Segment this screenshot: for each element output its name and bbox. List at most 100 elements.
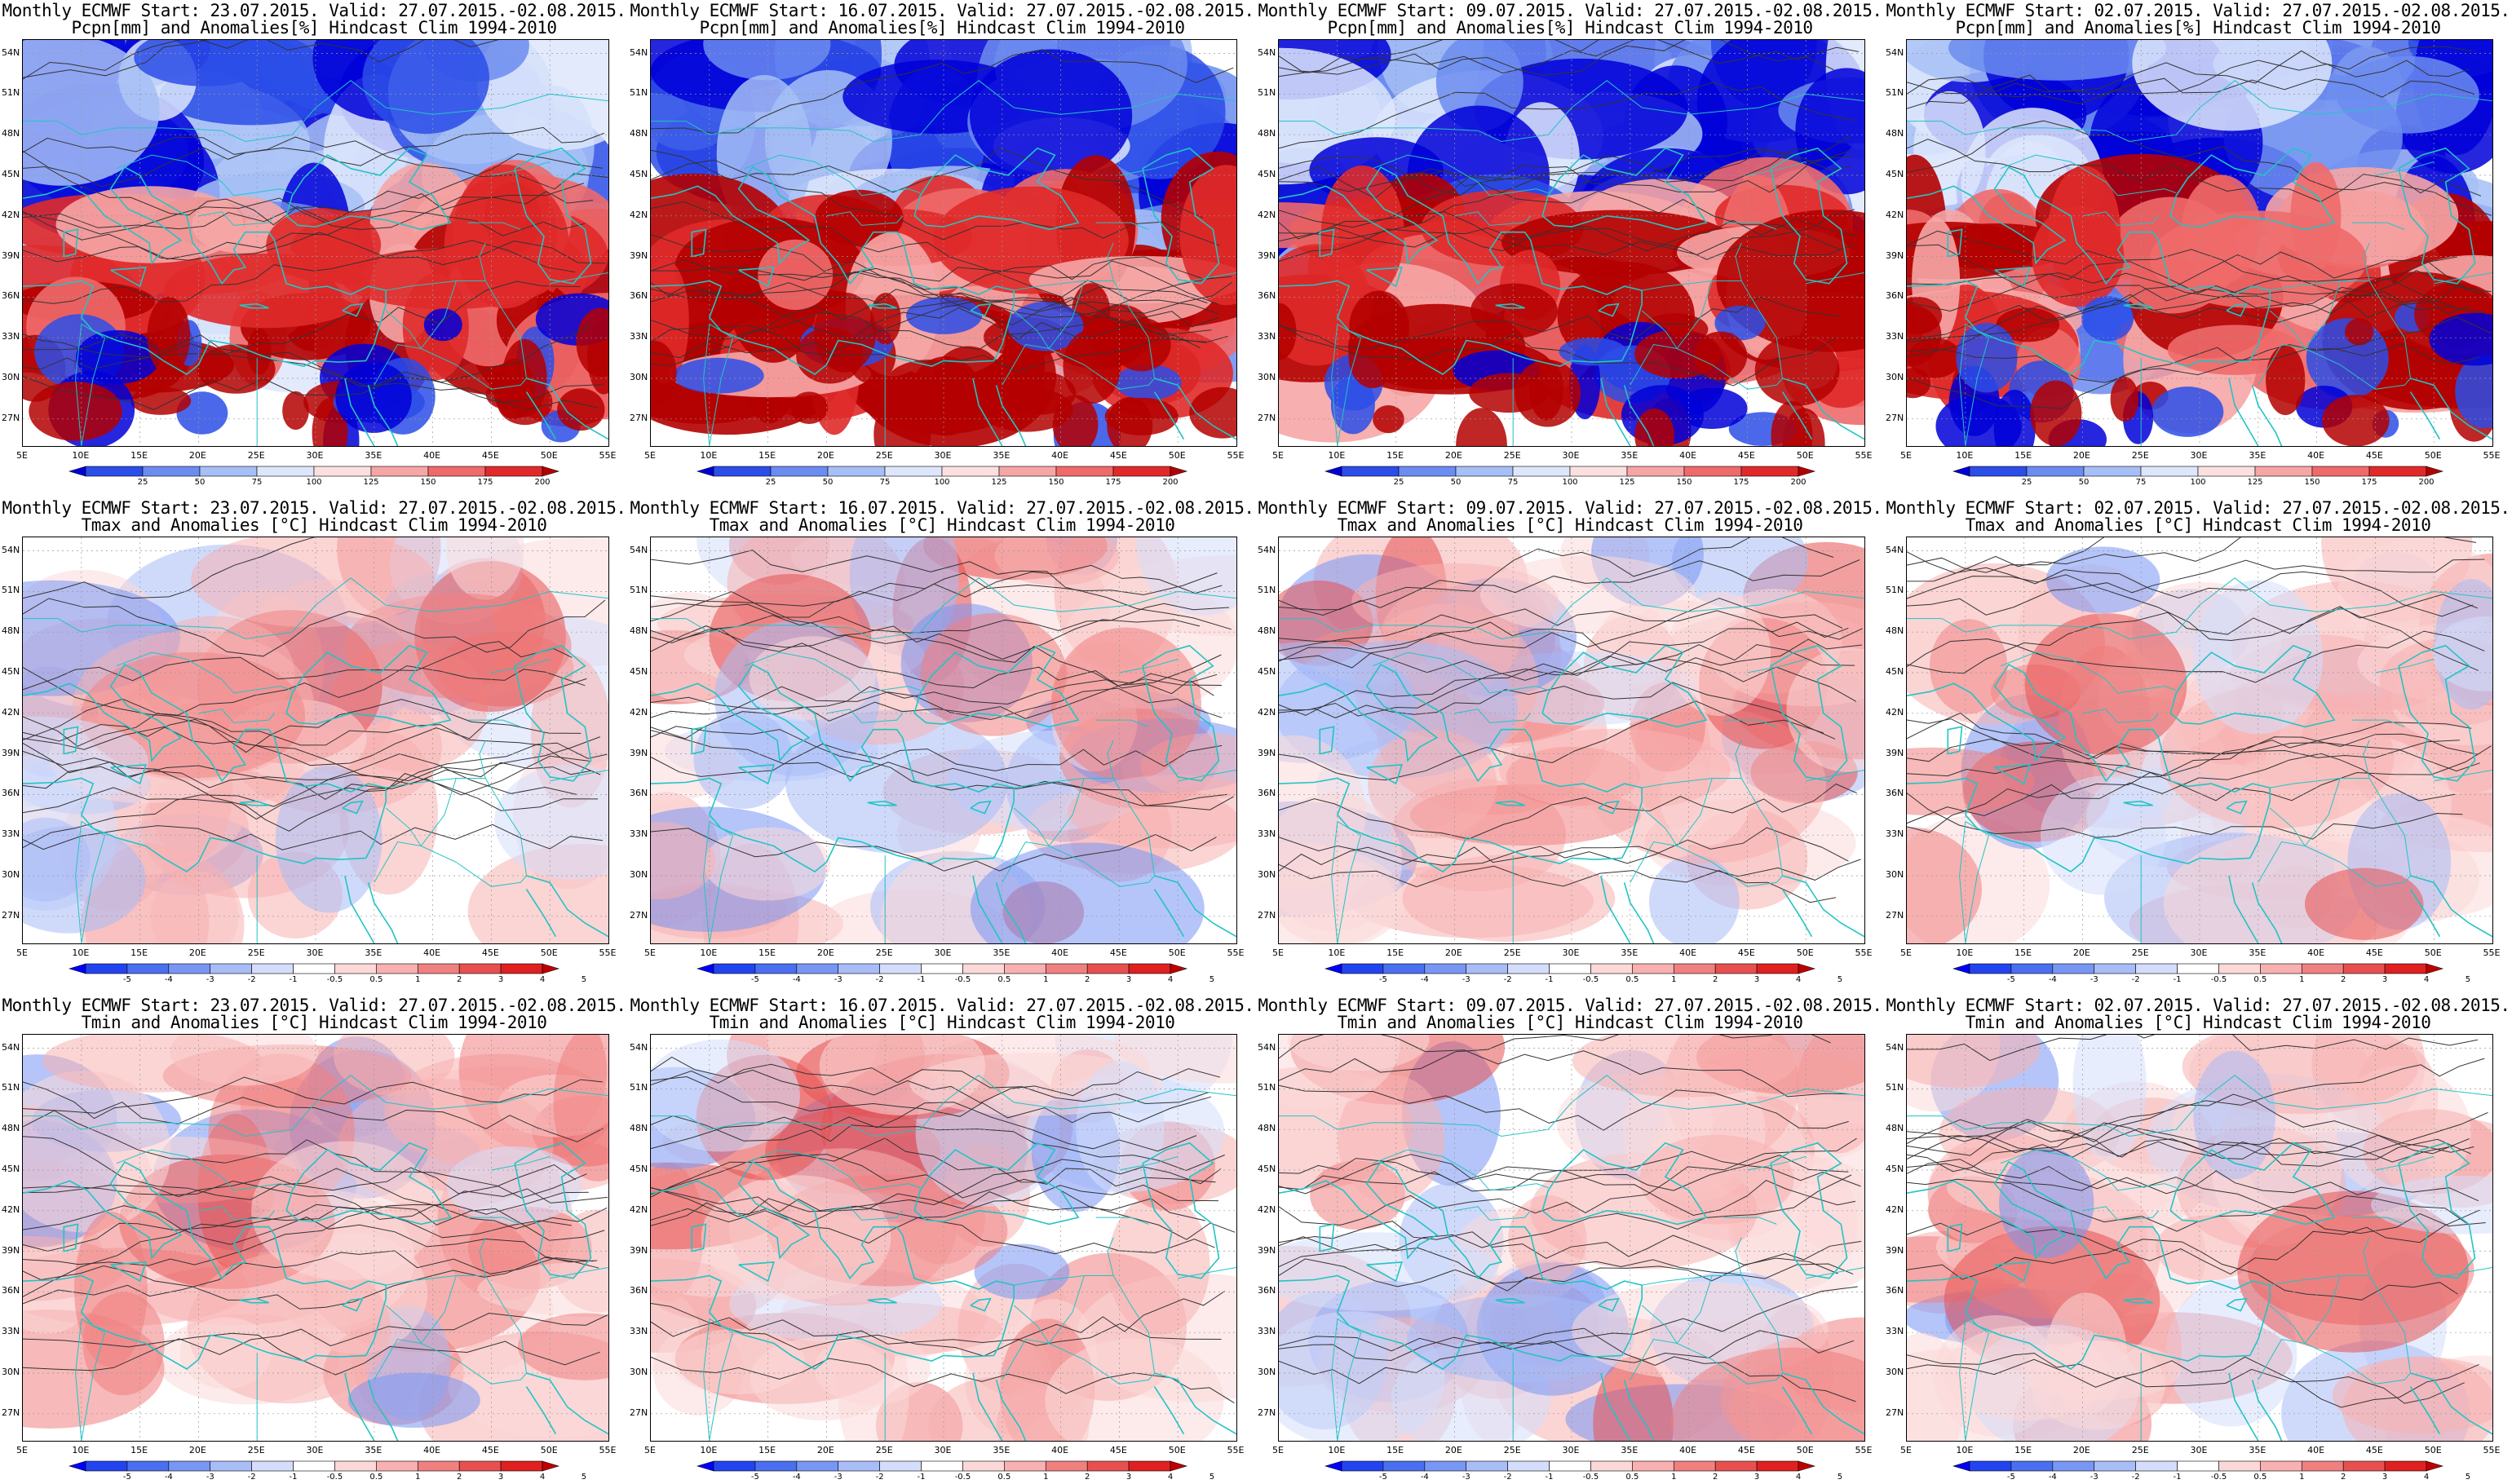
longitude-label: 45E — [1109, 947, 1127, 958]
colorbar-segment — [1507, 1460, 1550, 1472]
map-svg — [23, 1035, 608, 1441]
latitude-label: 27N — [630, 1407, 648, 1418]
longitude-label: 25E — [247, 1445, 265, 1455]
colorbar-label: 3 — [498, 1473, 504, 1482]
isoline-layer — [1907, 537, 2492, 840]
colorbar-label: -5 — [122, 1473, 131, 1482]
panel-title: Monthly ECMWF Start: 23.07.2015. Valid: … — [2, 1, 626, 20]
longitude-label: 15E — [758, 1445, 776, 1455]
latitude-label: 48N — [1258, 128, 1276, 139]
isoline-layer — [651, 1056, 1236, 1404]
latitude-label: 27N — [2, 1407, 20, 1418]
latitude-label: 45N — [2, 1164, 20, 1174]
colorbar-label: -5 — [1378, 1473, 1387, 1482]
colorbar-segment — [168, 1460, 211, 1472]
latitude-label: 39N — [630, 250, 648, 261]
longitude-label: 35E — [1621, 1445, 1639, 1455]
longitude-label: 40E — [2307, 450, 2325, 461]
colorbar-label: -5 — [2006, 975, 2015, 984]
colorbar-label: -4 — [792, 1473, 801, 1482]
panel-subtitle: Tmin and Anomalies [°C] Hindcast Clim 19… — [709, 1013, 1175, 1032]
colorbar-label: 125 — [1619, 478, 1635, 487]
colorbar-label: 200 — [534, 478, 551, 487]
colorbar-label: 5 — [1209, 975, 1215, 984]
longitude-label: 50E — [540, 1445, 558, 1455]
latitude-label: 39N — [1258, 747, 1276, 758]
colorbar-label: 3 — [2382, 1473, 2388, 1482]
longitude-label: 55E — [2483, 947, 2501, 958]
latitude-label: 30N — [630, 372, 648, 382]
latitude-label: 36N — [2, 788, 20, 799]
colorbar-segment — [2197, 466, 2256, 477]
longitude-label: 25E — [875, 947, 893, 958]
longitude-label: 10E — [1328, 450, 1346, 461]
coastlines — [1279, 577, 1864, 943]
colorbar-label: 100 — [1562, 478, 1578, 487]
isoline-layer — [651, 550, 1234, 872]
colorbar-segment — [2301, 1460, 2344, 1472]
latitude-label: 36N — [1258, 290, 1276, 302]
colorbar-label: 5 — [1837, 975, 1843, 984]
longitude-label: 20E — [1444, 947, 1462, 958]
longitude-label: 15E — [2014, 450, 2032, 461]
colorbar-segment — [998, 466, 1057, 477]
longitude-label: 25E — [247, 450, 265, 461]
longitude-label: 55E — [1227, 947, 1245, 958]
colorbar-label: -4 — [164, 975, 173, 984]
colorbar-segment — [1466, 1460, 1508, 1472]
colorbar-segment — [1969, 963, 2012, 974]
latitude-label: 33N — [630, 828, 648, 840]
colorbar — [68, 1460, 560, 1472]
colorbar-segment — [1324, 466, 1342, 477]
coastlines — [651, 577, 1236, 943]
colorbar-label: -4 — [1420, 975, 1429, 984]
colorbar-segment — [1128, 963, 1171, 974]
colorbar-segment — [1549, 1460, 1591, 1472]
colorbar-segment — [2010, 963, 2054, 974]
longitude-label: 20E — [1444, 450, 1462, 461]
colorbar-label: 175 — [1105, 478, 1121, 487]
latitude-label: 39N — [1258, 1244, 1276, 1256]
colorbar-segment — [2342, 963, 2386, 974]
latitude-label: 45N — [1886, 1164, 1904, 1174]
longitude-label: 10E — [72, 1445, 90, 1455]
colorbar-label: -2 — [1503, 1473, 1512, 1482]
longitude-label: 30E — [934, 947, 952, 958]
colorbar-segment — [1382, 963, 1426, 974]
isoline-layer — [23, 40, 608, 411]
colorbar-label: 50 — [2078, 478, 2090, 487]
coastlines — [651, 1075, 1236, 1441]
colorbar-segment — [962, 1460, 1005, 1472]
latitude-label: 51N — [630, 1082, 648, 1093]
colorbar-segment — [2426, 466, 2444, 477]
latitude-label: 33N — [630, 331, 648, 342]
colorbar-label: 150 — [1676, 478, 1692, 487]
latitude-label: 30N — [2, 1367, 20, 1377]
longitude-label: 15E — [1386, 947, 1404, 958]
latitude-label: 54N — [630, 46, 648, 58]
colorbar-segment — [1112, 466, 1171, 477]
latitude-label: 39N — [2, 250, 20, 261]
latitude-label: 27N — [1886, 412, 1904, 423]
colorbar-segment — [921, 963, 963, 974]
latitude-label: 45N — [1258, 1164, 1276, 1174]
colorbar-segment — [293, 1460, 335, 1472]
longitude-label: 55E — [1855, 1445, 1873, 1455]
latitude-label: 33N — [1886, 828, 1904, 840]
latitude-label: 54N — [1886, 544, 1904, 555]
longitude-label: 20E — [188, 450, 206, 461]
colorbar-segment — [500, 1460, 543, 1472]
colorbar-segment — [696, 963, 714, 974]
anomaly-field — [1279, 537, 1864, 943]
longitude-label: 20E — [2072, 947, 2090, 958]
colorbar-segment — [1632, 963, 1674, 974]
colorbar-segment — [334, 963, 377, 974]
colorbar-label: 4 — [539, 1473, 546, 1482]
colorbar-label: -0.5 — [954, 1473, 971, 1482]
longitude-label: 40E — [2307, 1445, 2325, 1455]
latitude-label: 42N — [2, 209, 20, 220]
colorbar-segment — [168, 963, 211, 974]
latitude-label: 33N — [1258, 1326, 1276, 1337]
latitude-label: 33N — [2, 1326, 20, 1337]
colorbar-segment — [1324, 1460, 1342, 1472]
